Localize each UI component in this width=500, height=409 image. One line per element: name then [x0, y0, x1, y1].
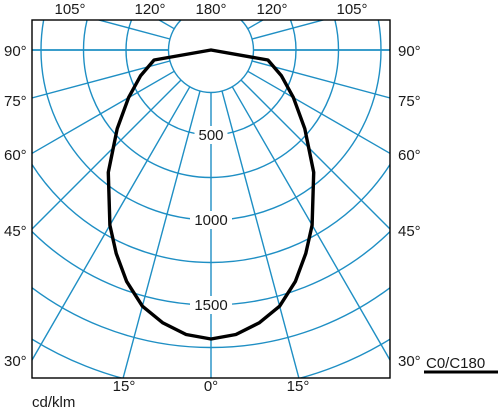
plot-frame [31, 19, 391, 379]
angle-labels: 105° 120° 180° 120° 105° 90° 75° 60° 45° 30° 90° 75… [4, 1, 421, 395]
angle-label-bottom: 0° [204, 378, 218, 395]
grid-ring-7 [32, 286, 390, 349]
grid-spoke [32, 79, 182, 230]
angle-label-left: 90° [4, 43, 27, 60]
angle-label-left: 30° [4, 353, 27, 370]
grid-spoke [32, 60, 171, 99]
grid-spoke [122, 90, 201, 378]
angle-label-right: 75° [398, 93, 421, 110]
angle-label-right: 60° [398, 147, 421, 164]
angle-label-top: 120° [134, 1, 165, 18]
grid-spoke [221, 90, 300, 378]
angle-label-right: 45° [398, 223, 421, 240]
ring-label-bg [194, 126, 228, 144]
grid-spoke [251, 20, 326, 40]
ring-label-bg [190, 211, 232, 229]
ring-label-1500: 1500 [194, 297, 227, 314]
ring-label-500: 500 [198, 127, 223, 144]
angle-label-top: 105° [336, 1, 367, 18]
angle-label-right: 90° [398, 43, 421, 60]
legend: C0/C180 [424, 355, 498, 374]
angle-label-top: 180° [195, 1, 226, 18]
angle-label-left: 75° [4, 93, 27, 110]
legend-label: C0/C180 [426, 355, 485, 372]
unit-label: cd/klm [32, 394, 75, 409]
grid-spoke [231, 86, 390, 362]
angle-label-bottom: 15° [287, 378, 310, 395]
angle-label-top: 105° [54, 1, 85, 18]
angle-label-right: 30° [398, 353, 421, 370]
ring-label-1000: 1000 [194, 212, 227, 229]
grid-spoke [32, 86, 191, 362]
ring-label-bg [190, 296, 232, 314]
angle-label-left: 60° [4, 147, 27, 164]
grid-ring-6 [32, 230, 390, 306]
intensity-curve-layer [106, 48, 316, 341]
grid-spoke [96, 20, 171, 40]
ring-labels: 500 1000 1500 [190, 126, 232, 314]
angle-label-bottom: 15° [113, 378, 136, 395]
grid-spoke [240, 79, 390, 230]
angle-label-top: 120° [256, 1, 287, 18]
grid-spoke [251, 60, 390, 99]
intensity-curve-1 [106, 48, 316, 341]
angle-label-left: 45° [4, 223, 27, 240]
